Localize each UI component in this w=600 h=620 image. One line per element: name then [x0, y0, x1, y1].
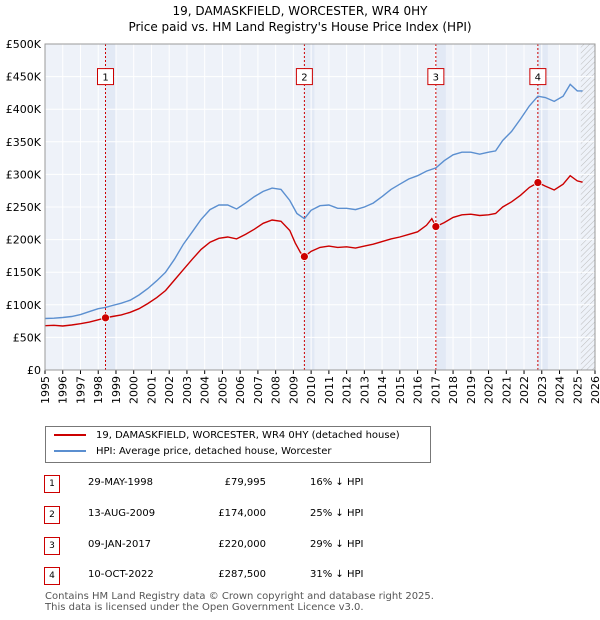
y-tick-label: £400K: [6, 103, 42, 116]
series-line-property: [44, 174, 583, 327]
transaction-hpi-delta: 31% ↓ HPI: [310, 569, 364, 580]
sale-point: [299, 252, 309, 261]
x-tick-label: 2013: [358, 376, 371, 404]
x-tick-label: 2006: [234, 376, 247, 404]
x-tick-label: 2002: [163, 376, 176, 404]
transaction-date: 13-AUG-2009: [88, 508, 156, 519]
chart-title: 19, DAMASKFIELD, WORCESTER, WR4 0HY: [172, 4, 428, 18]
x-tick-label: 1998: [92, 376, 105, 404]
x-tick-label: 2010: [305, 376, 318, 404]
transaction-hpi-delta: 29% ↓ HPI: [310, 539, 364, 550]
transaction-hpi-delta: 25% ↓ HPI: [310, 508, 364, 519]
transaction-number: 1: [44, 475, 60, 493]
x-tick-label: 2020: [483, 376, 496, 404]
x-tick-label: 1995: [39, 376, 52, 404]
x-tick-label: 2015: [394, 376, 407, 404]
legend-item-hpi: HPI: Average price, detached house, Worc…: [54, 444, 331, 460]
table-row: 3 09-JAN-2017 £220,000 29% ↓ HPI: [0, 535, 600, 557]
transaction-hpi-delta: 16% ↓ HPI: [310, 477, 364, 488]
table-row: 2 13-AUG-2009 £174,000 25% ↓ HPI: [0, 504, 600, 526]
transaction-label: 3: [433, 73, 439, 84]
sale-point: [533, 178, 543, 187]
y-tick-label: £0: [27, 364, 41, 377]
x-tick-label: 2011: [323, 376, 336, 404]
x-tick-label: 1996: [57, 376, 70, 404]
chart-subtitle: Price paid vs. HM Land Registry's House …: [128, 20, 472, 34]
x-tick-label: 2026: [589, 376, 600, 404]
y-tick-label: £50K: [13, 331, 42, 344]
transaction-label-box: [295, 68, 313, 86]
x-tick-label: 2018: [447, 376, 460, 404]
transaction-label: 1: [102, 73, 108, 84]
x-tick-label: 2024: [554, 376, 567, 404]
plot-frame: [44, 43, 596, 371]
y-tick-label: £300K: [6, 168, 42, 181]
table-row: 1 29-MAY-1998 £79,995 16% ↓ HPI: [0, 473, 600, 495]
x-tick-label: 2025: [571, 376, 584, 404]
transaction-label-box: [529, 68, 547, 86]
x-tick-label: 2008: [270, 376, 283, 404]
x-tick-label: 2012: [341, 376, 354, 404]
legend-label-property: 19, DAMASKFIELD, WORCESTER, WR4 0HY (det…: [96, 430, 400, 441]
transaction-price: £174,000: [218, 508, 266, 519]
transaction-number: 2: [44, 506, 60, 524]
table-row: 4 10-OCT-2022 £287,500 31% ↓ HPI: [0, 565, 600, 587]
x-tick-label: 2017: [429, 376, 442, 404]
legend-swatch-property: [54, 434, 86, 436]
transaction-date: 10-OCT-2022: [88, 569, 154, 580]
x-tick-label: 2000: [128, 376, 141, 404]
transaction-label: 2: [301, 73, 307, 84]
x-tick-label: 2021: [500, 376, 513, 404]
price-chart: 1 2 3 4 £0 £50K £100K £150K £200K £250K £300K £350…: [6, 38, 600, 404]
transaction-price: £287,500: [218, 569, 266, 580]
footer-copyright: Contains HM Land Registry data © Crown c…: [45, 591, 434, 602]
x-tick-label: 2019: [465, 376, 478, 404]
transaction-label-box: [427, 68, 445, 86]
legend-swatch-hpi: [54, 450, 86, 452]
legend-label-hpi: HPI: Average price, detached house, Worc…: [96, 446, 332, 457]
legend: 19, DAMASKFIELD, WORCESTER, WR4 0HY (det…: [45, 426, 431, 463]
series-line-hpi: [44, 83, 583, 320]
y-tick-label: £350K: [6, 136, 42, 149]
y-tick-label: £100K: [6, 299, 42, 312]
transaction-price: £220,000: [218, 539, 266, 550]
sale-point: [101, 313, 110, 323]
y-tick-label: £200K: [6, 234, 42, 247]
x-tick-label: 2003: [181, 376, 194, 404]
footer: Contains HM Land Registry data © Crown c…: [45, 591, 434, 613]
transaction-price: £79,995: [224, 477, 266, 488]
x-tick-label: 2016: [412, 376, 425, 404]
transaction-number: 3: [44, 537, 60, 555]
x-tick-label: 2001: [145, 376, 158, 404]
y-tick-label: £450K: [6, 71, 42, 84]
transaction-date: 09-JAN-2017: [88, 539, 152, 550]
y-tick-label: £500K: [6, 38, 42, 51]
x-tick-label: 1997: [74, 376, 87, 404]
x-tick-label: 1999: [110, 376, 123, 404]
transaction-number: 4: [44, 567, 60, 585]
transaction-date: 29-MAY-1998: [88, 477, 154, 488]
y-tick-label: £250K: [6, 201, 42, 214]
x-tick-label: 2007: [252, 376, 265, 404]
x-tick-label: 2005: [216, 376, 229, 404]
x-tick-label: 2009: [287, 376, 300, 404]
x-tick-label: 2023: [536, 376, 549, 404]
transaction-label: 4: [535, 73, 541, 84]
y-tick-label: £150K: [6, 266, 42, 279]
x-tick-label: 2014: [376, 376, 389, 404]
x-tick-label: 2004: [199, 376, 212, 404]
footer-licence: This data is licensed under the Open Gov…: [45, 602, 364, 613]
legend-item-property: 19, DAMASKFIELD, WORCESTER, WR4 0HY (det…: [54, 428, 400, 444]
transaction-label-box: [97, 68, 114, 86]
sale-point: [431, 222, 441, 231]
x-tick-label: 2022: [518, 376, 531, 404]
